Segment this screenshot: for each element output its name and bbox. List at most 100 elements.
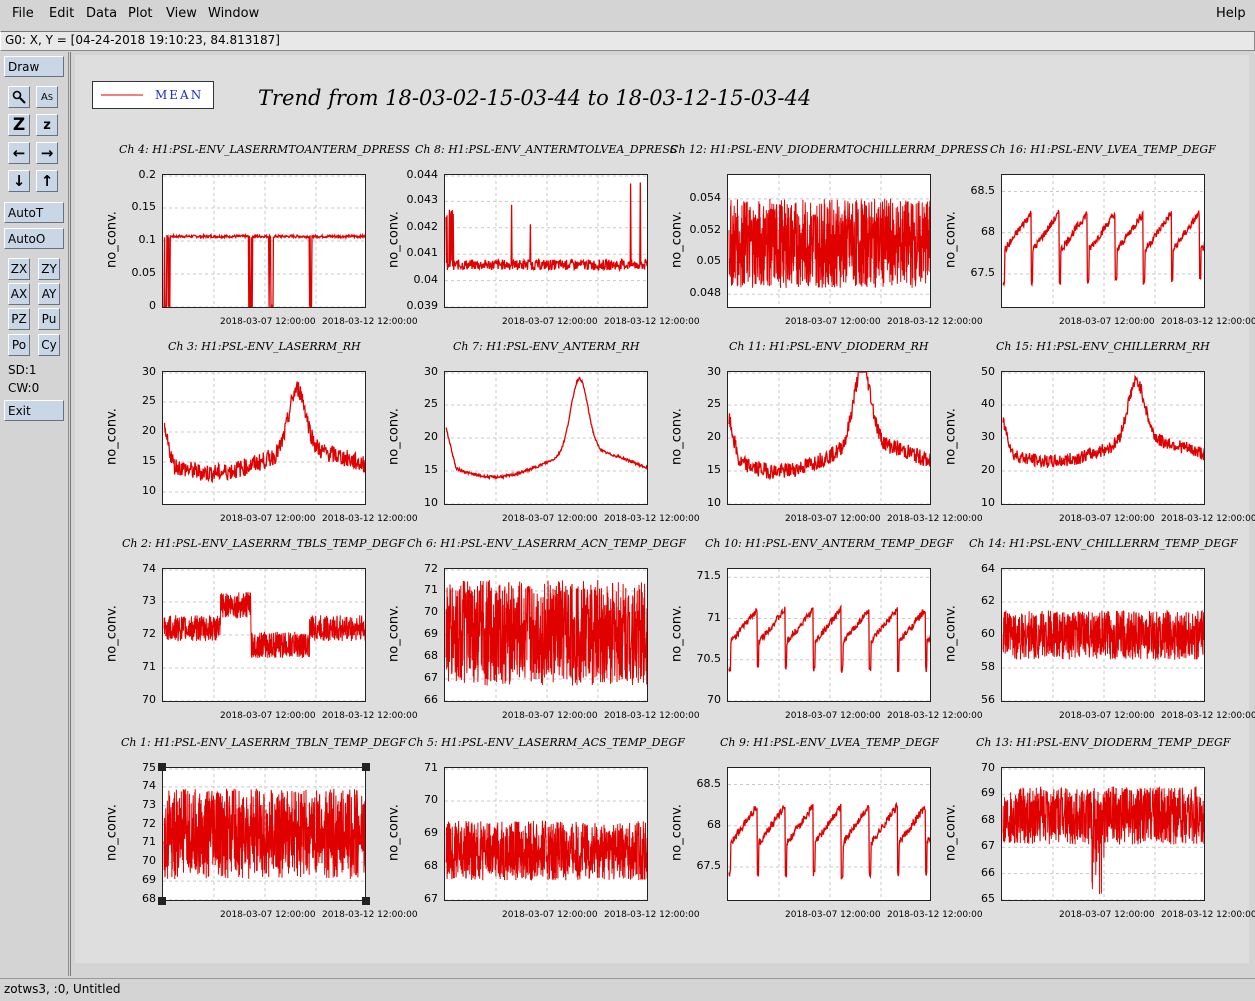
pz-button[interactable]: PZ: [8, 308, 30, 330]
menu-plot[interactable]: Plot: [128, 6, 153, 21]
series-line: [728, 801, 930, 880]
zoom-in-z-icon[interactable]: Z: [8, 114, 30, 136]
chart-plot-area[interactable]: [727, 568, 931, 702]
chart-plot-area[interactable]: [444, 568, 648, 702]
chart-plot-area[interactable]: [162, 767, 366, 901]
y-tick-label: 67.5: [970, 266, 996, 279]
y-tick-label: 68: [981, 224, 995, 238]
y-tick-label: 0: [149, 299, 156, 312]
chart-plot-area[interactable]: [1001, 568, 1205, 702]
draw-button[interactable]: Draw: [4, 56, 64, 77]
arrow-up-icon[interactable]: ↑: [36, 170, 58, 192]
y-tick-label: 74: [142, 562, 156, 575]
series-line: [163, 592, 365, 659]
exit-button[interactable]: Exit: [4, 400, 64, 421]
y-tick-label: 30: [142, 365, 156, 378]
chart-plot-area[interactable]: [162, 174, 366, 308]
chart-title: Ch 9: H1:PSL-ENV_LVEA_TEMP_DEGF: [720, 736, 939, 749]
chart-plot-area[interactable]: [1001, 174, 1205, 308]
y-tick-label: 40: [981, 397, 995, 410]
cy-button[interactable]: Cy: [38, 334, 60, 356]
y-tick-label: 70: [424, 793, 438, 806]
x-tick-label: 2018-03-07 12:00:00: [785, 910, 881, 920]
chart-plot-area[interactable]: [444, 767, 648, 901]
autoo-button[interactable]: AutoO: [4, 228, 64, 249]
y-tick-label: 0.2: [138, 168, 157, 181]
selection-handle[interactable]: [158, 763, 166, 771]
x-tick-label: 2018-03-12 12:00:00: [887, 711, 983, 721]
x-tick-label: 2018-03-07 12:00:00: [785, 711, 881, 721]
chart-plot-area[interactable]: [162, 371, 366, 505]
y-tick-label: 71.5: [696, 569, 722, 583]
y-tick-label: 58: [981, 660, 995, 673]
y-tick-label: 67: [424, 671, 438, 684]
chart-title: Ch 1: H1:PSL-ENV_LASERRM_TBLN_TEMP_DEGF: [121, 736, 407, 749]
y-tick-label: 67.5: [696, 859, 722, 872]
chart-svg: [728, 768, 930, 900]
arrow-left-icon[interactable]: ←: [8, 142, 30, 164]
series-line: [1002, 610, 1204, 660]
menu-file[interactable]: File: [12, 6, 34, 21]
menu-help[interactable]: Help: [1216, 6, 1246, 21]
chart-plot-area[interactable]: [1001, 371, 1205, 505]
y-tick-label: 0.042: [406, 219, 439, 233]
chart-svg: [445, 768, 647, 900]
y-tick-label: 0.04: [413, 272, 439, 286]
chart-plot-area[interactable]: [1001, 767, 1205, 901]
chart-svg: [163, 569, 365, 701]
y-tick-label: 66: [424, 693, 438, 706]
y-tick-label: 68: [142, 892, 156, 905]
y-tick-label: 69: [142, 873, 156, 887]
chart-plot-area[interactable]: [444, 174, 648, 308]
ay-button[interactable]: AY: [38, 283, 60, 305]
y-tick-label: 74: [142, 778, 156, 792]
zy-button[interactable]: ZY: [38, 258, 60, 280]
chart-plot-area[interactable]: [727, 767, 931, 901]
y-tick-label: 20: [424, 430, 438, 443]
zoom-out-z-icon[interactable]: z: [36, 114, 58, 136]
y-tick-label: 20: [707, 430, 721, 443]
chart-plot-area[interactable]: [727, 371, 931, 505]
legend: MEAN: [92, 81, 214, 109]
chart-svg: [445, 175, 647, 307]
chart-title: Ch 10: H1:PSL-ENV_ANTERM_TEMP_DEGF: [705, 537, 954, 550]
chart-plot-area[interactable]: [162, 568, 366, 702]
selection-handle[interactable]: [158, 897, 166, 905]
selection-handle[interactable]: [362, 763, 370, 771]
y-tick-label: 71: [424, 583, 438, 596]
zoom-icon[interactable]: [8, 86, 30, 108]
series-line: [1002, 209, 1204, 287]
chart-svg: [445, 569, 647, 701]
pu-button[interactable]: Pu: [38, 308, 60, 330]
y-tick-label: 70: [424, 605, 438, 618]
series-line: [445, 182, 647, 273]
chart-plot-area[interactable]: [444, 371, 648, 505]
x-tick-label: 2018-03-12 12:00:00: [604, 317, 700, 327]
chart-svg: [1002, 175, 1204, 307]
autot-button[interactable]: AutoT: [4, 202, 64, 223]
y-tick-label: 70: [981, 761, 995, 774]
y-tick-label: 30: [981, 430, 995, 443]
menu-data[interactable]: Data: [86, 6, 118, 21]
x-tick-label: 2018-03-07 12:00:00: [1059, 317, 1155, 327]
chart-title: Ch 6: H1:PSL-ENV_LASERRM_ACN_TEMP_DEGF: [407, 537, 686, 550]
selection-handle[interactable]: [362, 897, 370, 905]
chart-title: Ch 3: H1:PSL-ENV_LASERRM_RH: [168, 340, 361, 353]
ax-button[interactable]: AX: [8, 283, 30, 305]
status-text: zotws3, :0, Untitled: [4, 982, 121, 996]
arrow-down-icon[interactable]: ↓: [8, 170, 30, 192]
menu-edit[interactable]: Edit: [49, 6, 75, 21]
chart-plot-area[interactable]: [727, 174, 931, 308]
arrow-right-icon[interactable]: →: [36, 142, 58, 164]
sd-indicator: SD:1: [8, 363, 37, 377]
menu-view[interactable]: View: [166, 6, 197, 21]
x-tick-label: 2018-03-07 12:00:00: [220, 910, 316, 920]
menu-bar: File Edit Data Plot View Window Help: [0, 0, 1255, 30]
zx-button[interactable]: ZX: [8, 258, 30, 280]
po-button[interactable]: Po: [8, 334, 30, 356]
y-tick-label: 72: [424, 562, 438, 575]
y-tick-label: 70: [707, 693, 721, 706]
menu-window[interactable]: Window: [208, 6, 260, 21]
chart-svg: [1002, 768, 1204, 900]
